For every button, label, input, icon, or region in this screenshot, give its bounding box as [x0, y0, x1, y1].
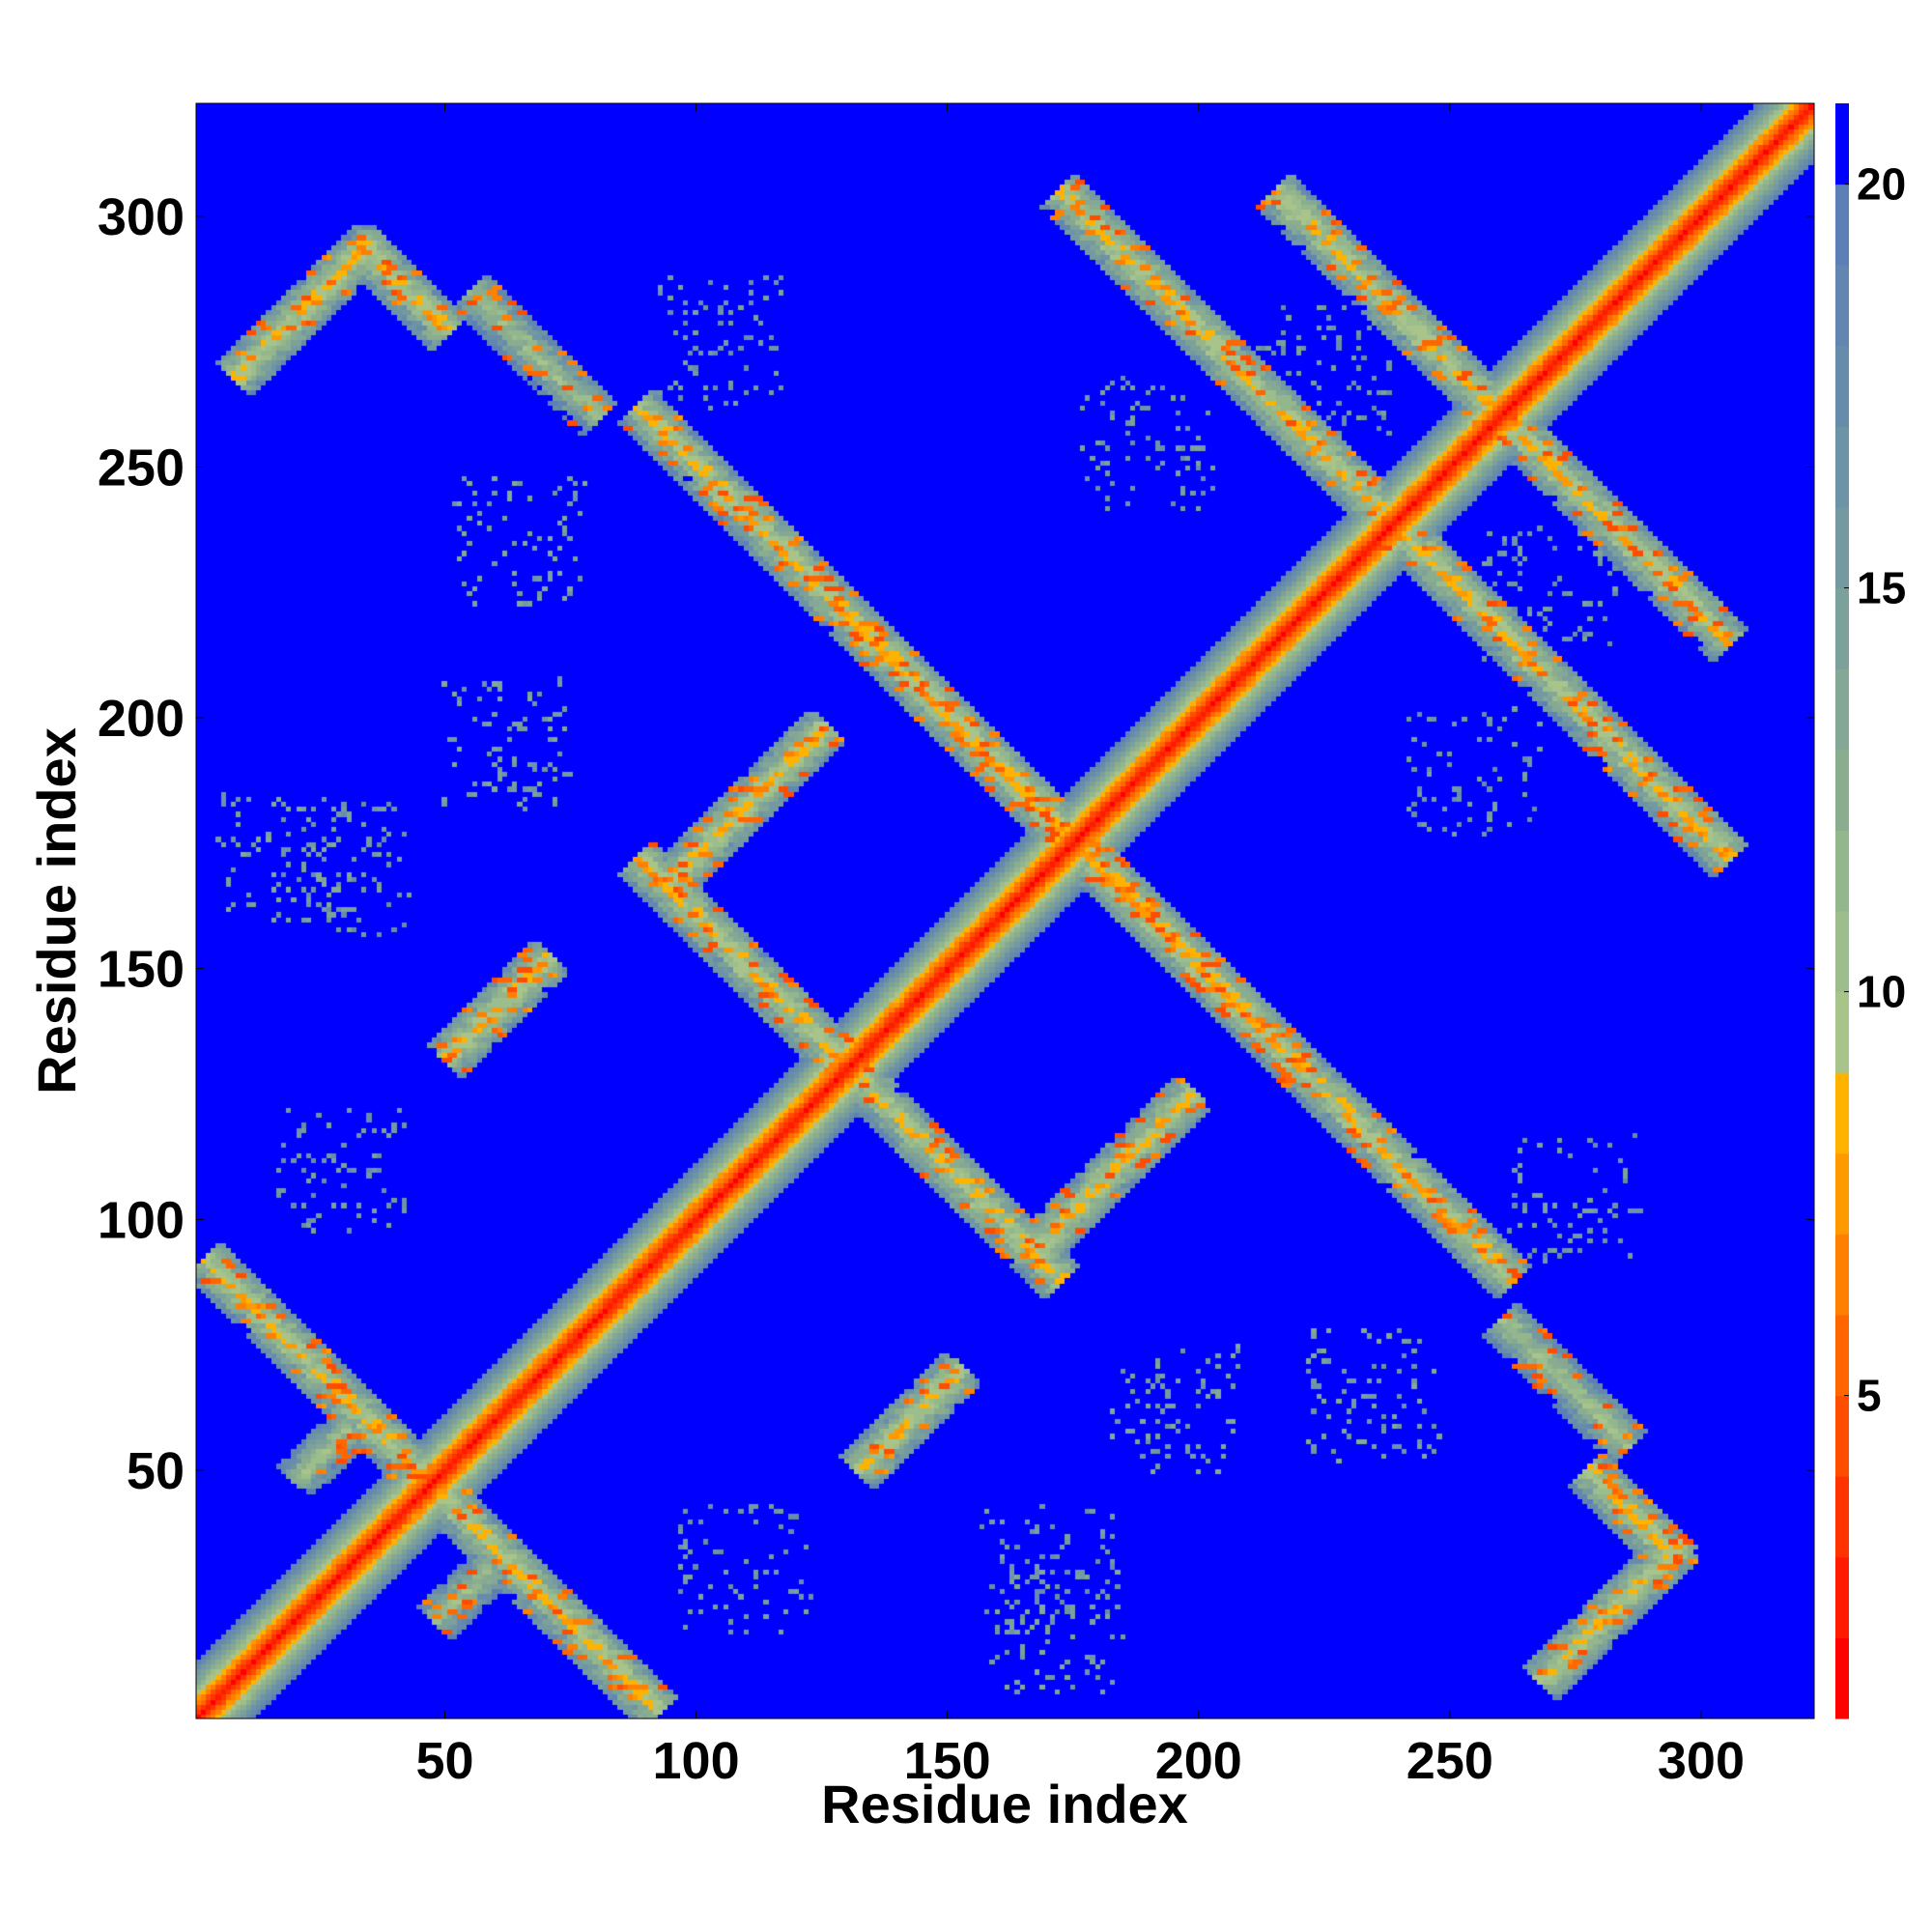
- y-tick-label: 200: [98, 690, 185, 748]
- colorbar-tick-label: 20: [1857, 159, 1906, 210]
- x-tick-label: 50: [415, 1732, 473, 1790]
- y-tick-label: 300: [98, 188, 185, 246]
- colorbar-segment: [1835, 103, 1849, 185]
- colorbar-segment: [1835, 991, 1849, 1073]
- colorbar-segment: [1835, 426, 1849, 508]
- x-tick-label: 100: [653, 1732, 740, 1790]
- colorbar-segment: [1835, 668, 1849, 751]
- x-tick-label: 300: [1658, 1732, 1745, 1790]
- heatmap-area: [196, 103, 1814, 1719]
- colorbar-segment: [1835, 1315, 1849, 1397]
- plot-frame: [195, 102, 1815, 1719]
- x-tick-label: 150: [904, 1732, 991, 1790]
- colorbar-segment: [1835, 1476, 1849, 1558]
- colorbar-segment: [1835, 911, 1849, 993]
- colorbar-tick-label: 15: [1857, 563, 1906, 613]
- colorbar-tick-label: 5: [1857, 1371, 1882, 1421]
- y-tick-label: 250: [98, 439, 185, 497]
- colorbar-segment: [1835, 830, 1849, 912]
- colorbar-segment: [1835, 1556, 1849, 1638]
- colorbar-segment: [1835, 345, 1849, 427]
- colorbar-segment: [1835, 1395, 1849, 1477]
- heatmap-canvas: [196, 103, 1814, 1719]
- y-tick-label: 100: [98, 1191, 185, 1249]
- y-axis-ticks: 50 100 150 200 250 300: [98, 188, 1814, 1500]
- colorbar-segment: [1835, 749, 1849, 831]
- x-axis-label: Residue index: [821, 1774, 1188, 1834]
- colorbar-segment: [1835, 1637, 1849, 1719]
- colorbar-segment: [1835, 1234, 1849, 1316]
- x-tick-label: 250: [1406, 1732, 1493, 1790]
- x-axis-ticks: 50 100 150 200 250 300: [415, 103, 1745, 1790]
- colorbar-segment: [1835, 1072, 1849, 1154]
- x-tick-label: 200: [1155, 1732, 1242, 1790]
- colorbar-segment: [1835, 1152, 1849, 1235]
- colorbar-segment: [1835, 265, 1849, 347]
- colorbar-segment: [1835, 587, 1849, 669]
- colorbar-segment: [1835, 184, 1849, 266]
- y-tick-label: 150: [98, 941, 185, 999]
- colorbar-tick-label: 10: [1857, 967, 1906, 1017]
- colorbar: [1835, 103, 1849, 1719]
- y-tick-label: 50: [127, 1442, 185, 1500]
- colorbar-segment: [1835, 507, 1849, 589]
- colorbar-ticks: 5 10 15 20: [1844, 159, 1906, 1421]
- y-axis-label: Residue index: [26, 727, 87, 1094]
